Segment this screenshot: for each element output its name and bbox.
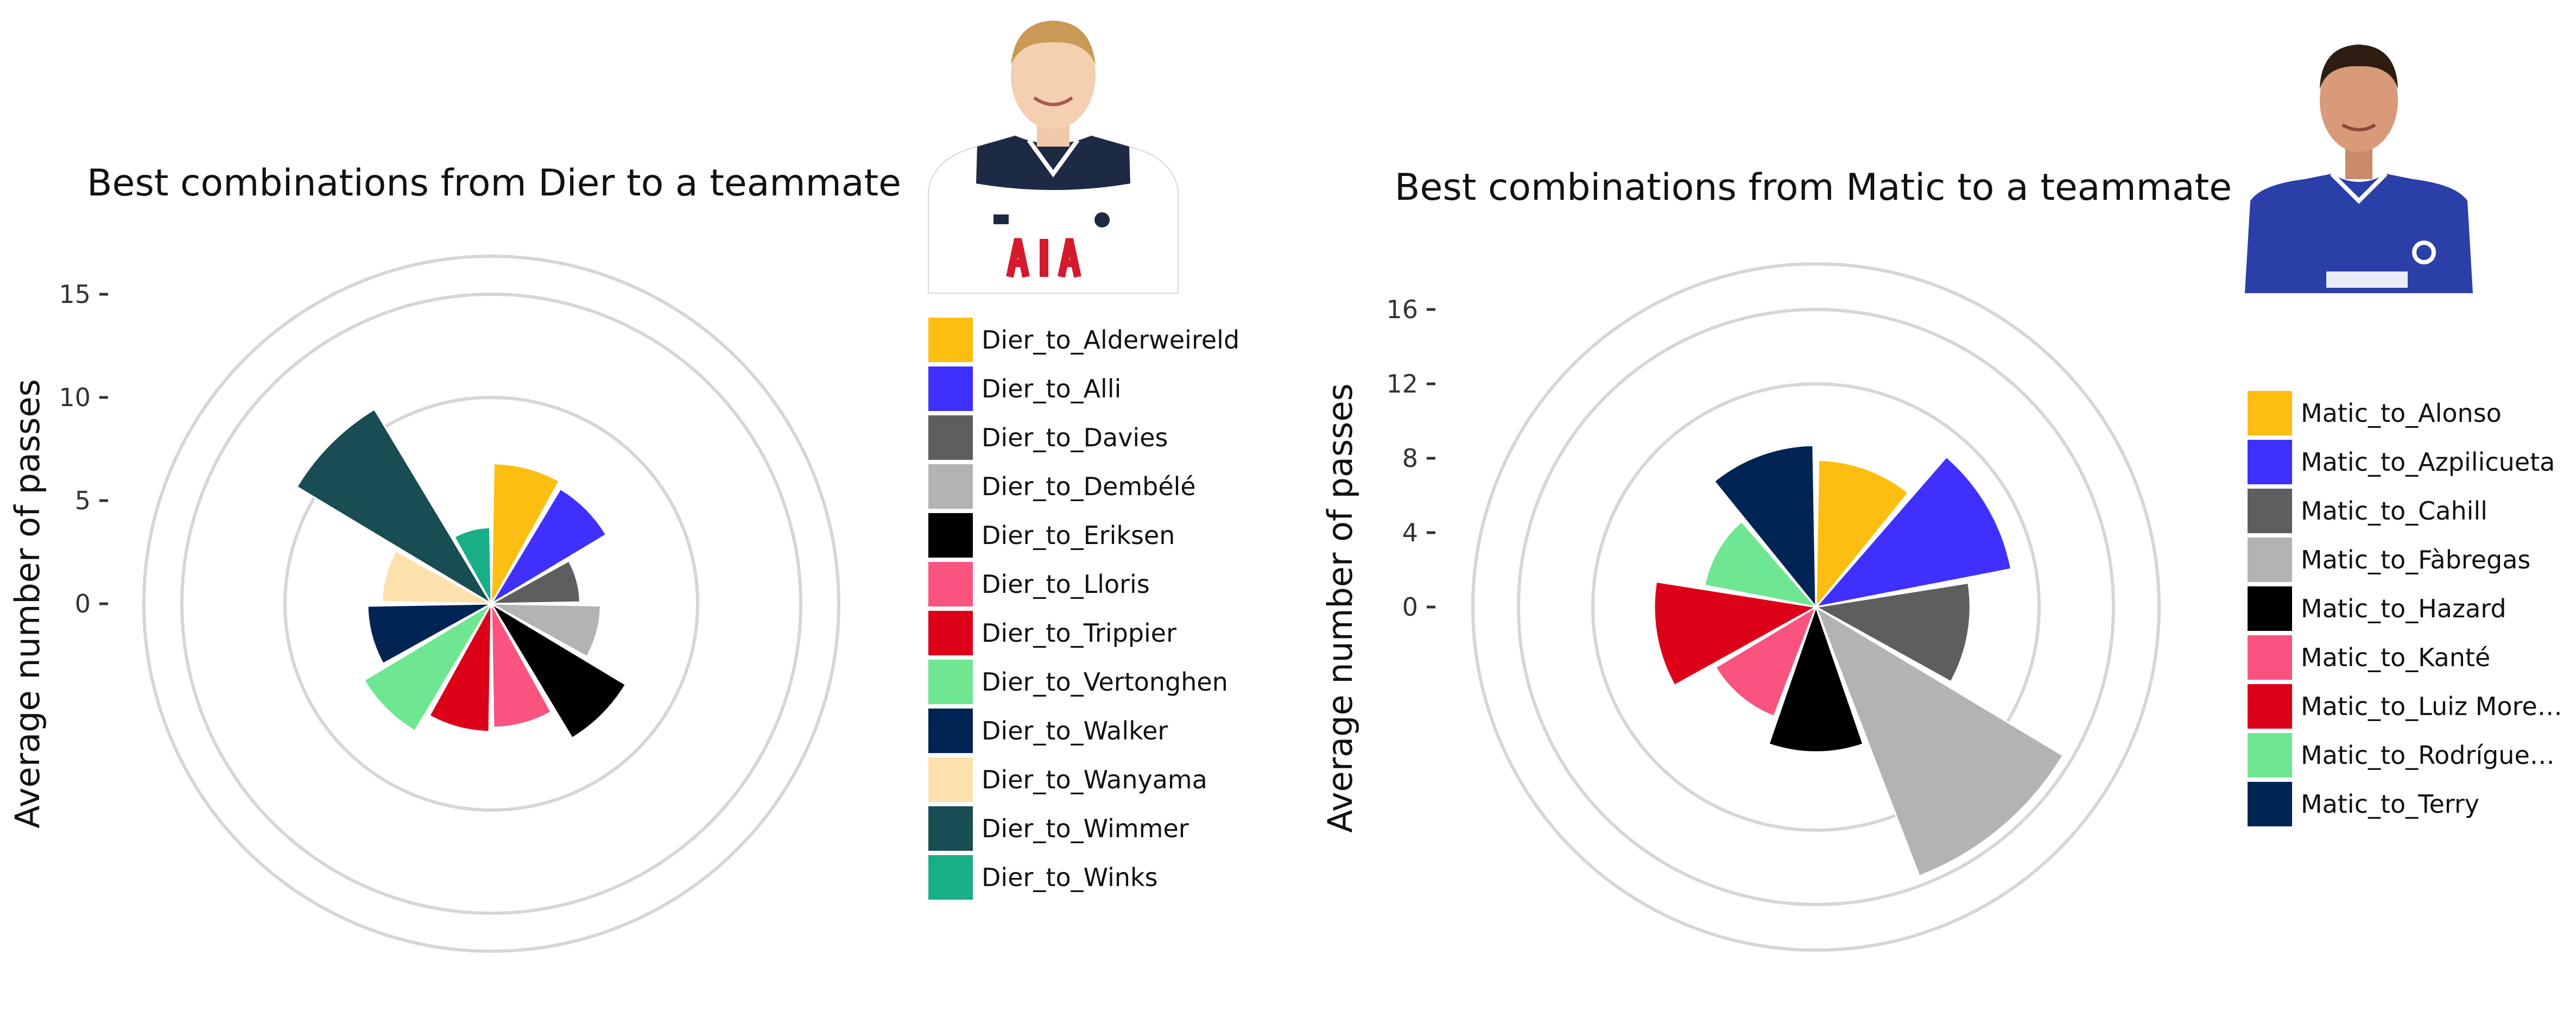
legend-swatch — [2248, 586, 2292, 631]
bar-dier-to-alderweireld — [490, 463, 561, 604]
legend-label: Matic_to_Terry — [2301, 789, 2479, 819]
matic-legend: Matic_to_Alonso Matic_to_Azpilicueta Matic… — [2248, 391, 2562, 826]
legend-swatch — [928, 415, 973, 460]
matic-grid — [1471, 262, 2161, 952]
legend-swatch — [928, 757, 973, 802]
y-tick-label: 5 — [75, 486, 91, 515]
legend-swatch — [928, 806, 973, 851]
legend-swatch — [928, 513, 973, 558]
grid-ring — [283, 396, 699, 812]
legend-swatch — [2248, 684, 2292, 729]
legend-swatch — [2248, 733, 2292, 778]
bar-matic-to-rodr-gue- — [1704, 520, 1818, 609]
grid-ring — [180, 293, 802, 915]
legend-label: Matic_to_Rodrígue… — [2301, 741, 2555, 770]
bar-dier-to-demb-l- — [491, 603, 602, 658]
grid-ring — [1471, 262, 2161, 952]
bar-matic-to-kant- — [1714, 605, 1818, 718]
legend-label: Dier_to_Dembélé — [982, 472, 1196, 501]
legend-label: Dier_to_Wanyama — [982, 765, 1207, 794]
bar-dier-to-vertonghen — [363, 603, 492, 732]
dier-y-ticks: 0 5 10 15 — [59, 280, 108, 618]
bar-dier-to-davies — [491, 559, 581, 605]
dier-grid — [142, 255, 840, 953]
y-tick-label: 0 — [75, 589, 91, 618]
dier-player-photo — [928, 21, 1179, 294]
legend-swatch — [928, 464, 973, 509]
matic-y-axis-label: Average number of passes — [1320, 383, 1360, 833]
legend-label: Matic_to_Alonso — [2301, 399, 2502, 428]
legend-label: Dier_to_Wimmer — [982, 814, 1189, 843]
legend-label: Matic_to_Fàbregas — [2301, 545, 2530, 574]
legend-label: Matic_to_Kanté — [2301, 643, 2490, 672]
y-tick-label: 0 — [1402, 592, 1418, 622]
matic-chart-title: Best combinations from Matic to a teamma… — [1395, 166, 2232, 209]
bar-dier-to-alli — [490, 488, 607, 605]
bar-dier-to-trippier — [428, 603, 492, 733]
legend-swatch — [928, 562, 973, 606]
grid-ring — [1591, 382, 2041, 832]
bar-dier-to-lloris — [490, 603, 553, 729]
legend-label: Dier_to_Alderweireld — [982, 325, 1239, 355]
matic-y-ticks: 0 4 8 12 16 — [1386, 295, 1435, 622]
legend-label: Dier_to_Vertonghen — [982, 667, 1228, 697]
y-tick-label: 8 — [1402, 444, 1418, 473]
bar-matic-to-hazard — [1768, 604, 1864, 753]
legend-label: Matic_to_Luiz More… — [2301, 692, 2562, 721]
dier-legend: Dier_to_Alderweireld Dier_to_Alli Dier_to_… — [928, 318, 1239, 900]
legend-swatch — [2248, 391, 2292, 435]
legend-label: Matic_to_Hazard — [2301, 594, 2507, 623]
legend-swatch — [2248, 440, 2292, 484]
matic-player-photo — [2245, 45, 2473, 293]
bar-dier-to-wimmer — [295, 408, 492, 605]
legend-label: Matic_to_Azpilicueta — [2301, 447, 2555, 477]
y-tick-label: 10 — [59, 383, 91, 412]
legend-swatch — [2248, 489, 2292, 533]
dier-y-axis-label: Average number of passes — [8, 379, 47, 829]
bar-dier-to-winks — [453, 526, 492, 604]
legend-swatch — [928, 855, 973, 900]
legend-label: Dier_to_Trippier — [982, 618, 1176, 648]
legend-swatch — [928, 611, 973, 655]
y-tick-label: 16 — [1386, 295, 1418, 324]
bar-matic-to-cahill — [1813, 581, 1971, 683]
matic-chart: Best combinations from Matic to a teamma… — [1320, 45, 2562, 952]
legend-label: Dier_to_Winks — [982, 863, 1158, 892]
legend-swatch — [928, 660, 973, 704]
legend-swatch — [928, 709, 973, 753]
grid-ring — [1517, 308, 2115, 906]
bar-matic-to-alonso — [1815, 459, 1910, 610]
bar-dier-to-walker — [366, 603, 492, 665]
bar-matic-to-azpilicueta — [1814, 456, 2012, 609]
legend-label: Dier_to_Lloris — [982, 570, 1150, 599]
y-tick-label: 4 — [1402, 518, 1418, 547]
bar-dier-to-wanyama — [381, 549, 492, 605]
legend-swatch — [2248, 635, 2292, 680]
legend-swatch — [2248, 782, 2292, 826]
legend-label: Dier_to_Eriksen — [982, 521, 1175, 550]
bar-dier-to-eriksen — [490, 603, 627, 739]
bar-matic-to-terry — [1713, 444, 1817, 610]
legend-label: Dier_to_Walker — [982, 716, 1168, 745]
y-tick-label: 12 — [1386, 369, 1418, 399]
dier-chart-title: Best combinations from Dier to a teammat… — [87, 162, 901, 205]
bar-matic-to-luiz-more- — [1653, 580, 1819, 687]
matic-bars — [1653, 444, 2065, 877]
dier-bars — [295, 408, 627, 739]
legend-label: Dier_to_Alli — [982, 374, 1121, 403]
legend-swatch — [928, 366, 973, 411]
legend-label: Dier_to_Davies — [982, 423, 1168, 452]
bar-matic-to-f-bregas — [1814, 605, 2065, 877]
dier-chart: Best combinations from Dier to a teammat… — [8, 21, 1239, 953]
legend-swatch — [928, 318, 973, 362]
legend-swatch — [2248, 538, 2292, 582]
legend-label: Matic_to_Cahill — [2301, 496, 2488, 526]
y-tick-label: 15 — [59, 280, 91, 309]
grid-ring — [142, 255, 840, 953]
